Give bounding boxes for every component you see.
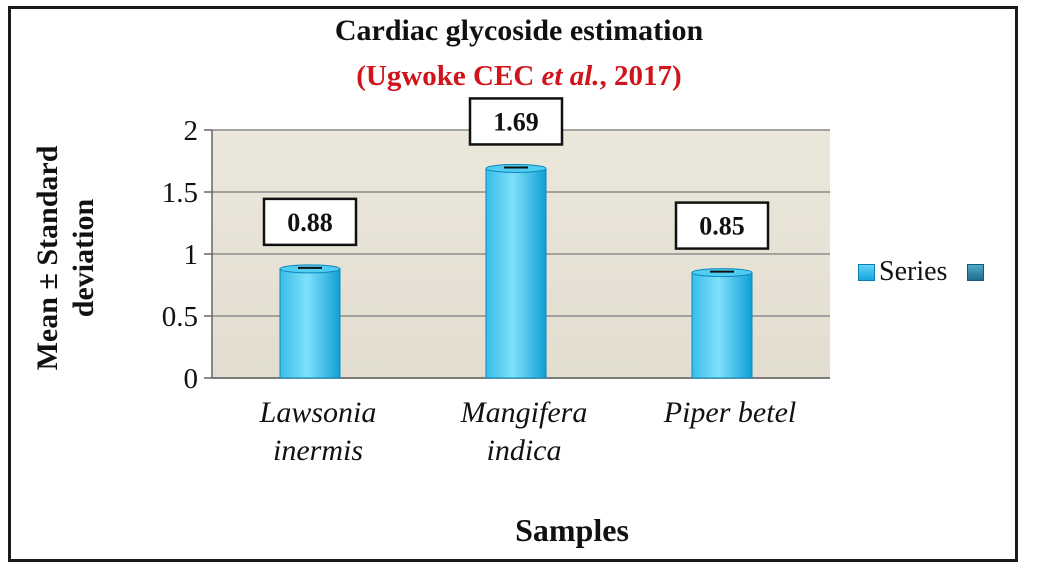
subtitle-italic: et al. <box>541 60 600 92</box>
bar <box>485 167 547 379</box>
x-axis-label: Samples <box>515 512 629 548</box>
x-tick-label: Lawsonia <box>259 396 377 429</box>
y-tick-label: 1 <box>184 239 199 271</box>
chart-subtitle: (Ugwoke CEC et al., 2017) <box>0 60 1038 93</box>
data-label: 0.85 <box>699 212 745 241</box>
x-tick-label: indica <box>487 434 562 467</box>
chart-title: Cardiac glycoside estimation <box>334 14 704 47</box>
x-tick-label: Mangifera <box>460 396 588 429</box>
x-tick-label: inermis <box>273 434 363 467</box>
y-tick-label: 1.5 <box>162 177 198 209</box>
y-tick-label: 0.5 <box>162 301 198 333</box>
legend-swatch-secondary-icon <box>967 263 985 281</box>
y-tick-label: 0 <box>184 363 199 395</box>
data-label: 0.88 <box>287 208 333 237</box>
data-label-box <box>674 201 770 250</box>
data-label-box <box>262 197 358 247</box>
legend: Series <box>858 256 985 288</box>
x-tick-label: Piper betel <box>663 396 796 429</box>
y-tick-label: 2 <box>184 115 199 147</box>
bar <box>279 268 341 379</box>
legend-label: Series <box>879 256 948 287</box>
data-label: 1.69 <box>493 107 539 136</box>
subtitle-prefix: (Ugwoke CEC <box>356 60 542 92</box>
legend-swatch-icon <box>858 263 875 281</box>
data-label-box <box>468 97 564 146</box>
subtitle-suffix: , 2017) <box>599 60 682 92</box>
bar <box>691 272 753 379</box>
